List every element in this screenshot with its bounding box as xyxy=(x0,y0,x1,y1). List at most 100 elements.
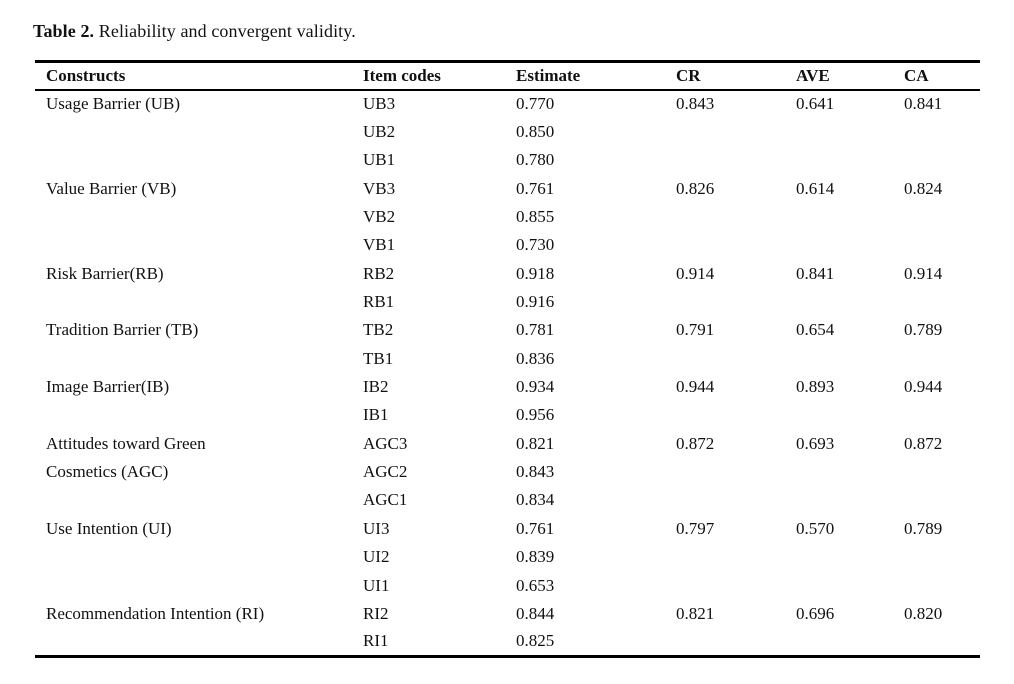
table-row: VB1 0.730 xyxy=(35,231,980,259)
cell-ca xyxy=(893,118,980,146)
cell-item: AGC3 xyxy=(363,433,408,453)
cell-ave xyxy=(785,288,893,316)
table-row: VB2 0.855 xyxy=(35,203,980,231)
cell-estimate: 0.653 xyxy=(516,575,555,595)
cell-cr: 0.914 xyxy=(676,263,715,283)
cell-cr xyxy=(665,571,785,599)
cell-ca xyxy=(893,401,980,429)
cell-cr: 0.944 xyxy=(676,377,715,397)
cell-estimate: 0.770 xyxy=(516,94,555,114)
cell-cr xyxy=(665,146,785,174)
cell-cr xyxy=(665,231,785,259)
cell-construct xyxy=(35,146,352,174)
cell-item: UI2 xyxy=(363,547,390,567)
cell-ave xyxy=(785,118,893,146)
cell-ca: 0.914 xyxy=(904,263,943,283)
cell-estimate: 0.934 xyxy=(516,377,555,397)
cell-cr: 0.791 xyxy=(676,320,715,340)
cell-estimate: 0.821 xyxy=(516,433,555,453)
cell-construct xyxy=(35,543,352,571)
cell-ca: 0.789 xyxy=(904,320,943,340)
cell-cr: 0.872 xyxy=(676,433,715,453)
cell-ave: 0.693 xyxy=(796,433,835,453)
cell-item: RB2 xyxy=(363,263,395,283)
cell-estimate: 0.761 xyxy=(516,518,555,538)
cell-construct xyxy=(35,118,352,146)
cell-item: UI1 xyxy=(363,575,390,595)
table-header: Constructs Item codes Estimate CR AVE CA xyxy=(35,62,980,90)
cell-ave: 0.841 xyxy=(796,263,835,283)
cell-cr xyxy=(665,628,785,656)
header-row: Constructs Item codes Estimate CR AVE CA xyxy=(35,62,980,90)
table-row: Recommendation Intention (RI) RI2 0.844 0.8… xyxy=(35,600,980,628)
cell-item: VB3 xyxy=(363,178,396,198)
table-body: Usage Barrier (UB) UB3 0.770 0.843 0.641 0.84… xyxy=(35,90,980,657)
cell-estimate: 0.781 xyxy=(516,320,555,340)
cell-construct: Tradition Barrier (TB) xyxy=(46,320,199,340)
table-row: Tradition Barrier (TB) TB2 0.781 0.791 0.654… xyxy=(35,316,980,344)
cell-cr xyxy=(665,345,785,373)
table-row: UB1 0.780 xyxy=(35,146,980,174)
cell-cr xyxy=(665,543,785,571)
cell-ave: 0.893 xyxy=(796,377,835,397)
cell-estimate: 0.844 xyxy=(516,603,555,623)
cell-cr xyxy=(665,401,785,429)
cell-construct: Image Barrier(IB) xyxy=(46,377,170,397)
table-row: Risk Barrier(RB) RB2 0.918 0.914 0.841 0.914 xyxy=(35,260,980,288)
cell-estimate: 0.956 xyxy=(516,405,555,425)
cell-cr: 0.826 xyxy=(676,178,715,198)
cell-construct: Value Barrier (VB) xyxy=(46,178,177,198)
cell-construct: Usage Barrier (UB) xyxy=(46,94,181,114)
cell-ca xyxy=(893,571,980,599)
cell-construct xyxy=(35,486,352,514)
cell-item: AGC2 xyxy=(363,462,408,482)
cell-construct xyxy=(35,203,352,231)
table-row: Value Barrier (VB) VB3 0.761 0.826 0.614 0.82… xyxy=(35,175,980,203)
cell-estimate: 0.834 xyxy=(516,490,555,510)
cell-item: UB1 xyxy=(363,150,396,170)
cell-ave: 0.570 xyxy=(796,518,835,538)
cell-item: UB2 xyxy=(363,122,396,142)
cell-construct: Attitudes toward Green xyxy=(46,433,206,453)
table-caption: Table 2. Reliability and convergent vali… xyxy=(33,21,356,42)
cell-estimate: 0.916 xyxy=(516,292,555,312)
cell-construct: Risk Barrier(RB) xyxy=(46,263,164,283)
cell-item: UI3 xyxy=(363,518,390,538)
cell-ave xyxy=(785,571,893,599)
cell-estimate: 0.855 xyxy=(516,207,555,227)
table-caption-label: Table 2. xyxy=(33,21,95,41)
cell-cr xyxy=(665,288,785,316)
column-header-item-codes: Item codes xyxy=(363,65,441,85)
table-row: UB2 0.850 xyxy=(35,118,980,146)
table-row: Cosmetics (AGC) AGC2 0.843 xyxy=(35,458,980,486)
cell-estimate: 0.850 xyxy=(516,122,555,142)
column-header-ca: CA xyxy=(904,65,929,85)
cell-construct xyxy=(35,345,352,373)
cell-construct xyxy=(35,231,352,259)
cell-ca: 0.944 xyxy=(904,377,943,397)
cell-ave xyxy=(785,401,893,429)
cell-item: RB1 xyxy=(363,292,395,312)
cell-cr: 0.797 xyxy=(676,518,715,538)
table-caption-text: Reliability and convergent validity. xyxy=(98,21,356,41)
cell-ave: 0.696 xyxy=(796,603,835,623)
cell-item: TB2 xyxy=(363,320,394,340)
cell-ca xyxy=(893,486,980,514)
cell-estimate: 0.761 xyxy=(516,178,555,198)
cell-ca xyxy=(893,146,980,174)
cell-cr xyxy=(665,203,785,231)
cell-estimate: 0.918 xyxy=(516,263,555,283)
table-row: RI1 0.825 xyxy=(35,628,980,656)
cell-ca: 0.820 xyxy=(904,603,943,623)
cell-ca: 0.872 xyxy=(904,433,943,453)
cell-cr xyxy=(665,486,785,514)
cell-ca xyxy=(893,345,980,373)
cell-estimate: 0.825 xyxy=(516,631,555,651)
table-row: UI2 0.839 xyxy=(35,543,980,571)
cell-ave xyxy=(785,458,893,486)
cell-item: RI2 xyxy=(363,603,389,623)
cell-construct xyxy=(35,571,352,599)
cell-ave: 0.614 xyxy=(796,178,835,198)
cell-ca: 0.789 xyxy=(904,518,943,538)
table-row: Attitudes toward Green AGC3 0.821 0.872 0.69… xyxy=(35,430,980,458)
